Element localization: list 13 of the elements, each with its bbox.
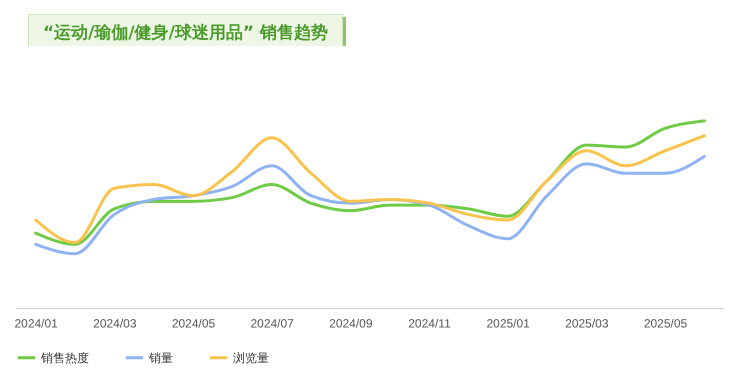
- x-tick-label: 2024/11: [408, 316, 452, 330]
- x-tick-label: 2024/09: [329, 316, 373, 330]
- x-tick-label: 2025/05: [644, 316, 688, 330]
- chart-title: “运动/瑜伽/健身/球迷用品” 销售趋势: [28, 14, 343, 51]
- x-tick-label: 2025/03: [565, 316, 609, 330]
- x-tick-label: 2024/05: [172, 316, 216, 330]
- x-tick-label: 2024/01: [14, 316, 58, 330]
- x-tick-label: 2024/07: [250, 316, 294, 330]
- legend-label: 浏览量: [233, 350, 269, 365]
- legend-label: 销量: [148, 350, 173, 365]
- x-tick-label: 2024/03: [93, 316, 137, 330]
- legend-label: 销售热度: [40, 350, 89, 365]
- x-tick-label: 2025/01: [486, 316, 530, 330]
